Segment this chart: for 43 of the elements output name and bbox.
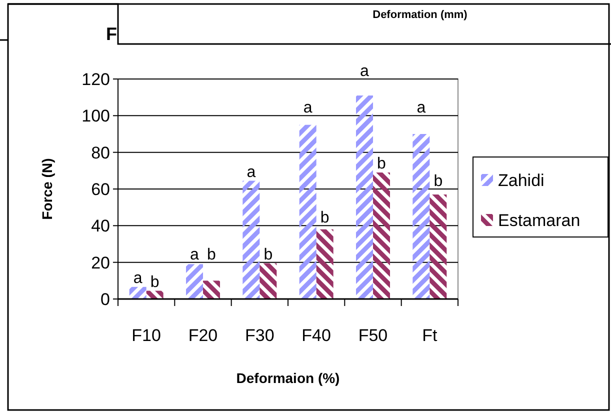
x-axis-title: Deformaion (%) xyxy=(236,370,340,386)
bar xyxy=(129,286,146,299)
data-label: a xyxy=(190,246,200,264)
data-label: b xyxy=(207,246,216,264)
x-tick-label: F40 xyxy=(302,326,331,345)
bar xyxy=(373,172,390,299)
x-tick-label: F30 xyxy=(245,326,274,345)
bar xyxy=(299,124,316,299)
legend-label: Zahidi xyxy=(498,171,544,190)
x-tick-label: F20 xyxy=(188,326,218,345)
y-tick-label: 60 xyxy=(91,180,110,199)
bar xyxy=(203,280,220,299)
y-tick-label: 40 xyxy=(91,216,110,236)
data-label: a xyxy=(360,63,370,80)
bar xyxy=(260,263,277,299)
bar xyxy=(242,180,260,299)
y-tick-label: 100 xyxy=(82,106,110,126)
bar xyxy=(356,96,373,299)
x-tick-label: F10 xyxy=(132,326,161,345)
data-label: a xyxy=(246,164,256,181)
data-label: b xyxy=(320,210,330,227)
data-label: b xyxy=(377,156,386,172)
y-tick-label: 20 xyxy=(91,253,110,272)
data-label: a xyxy=(303,100,312,117)
y-tick-label: 0 xyxy=(100,290,110,309)
data-label: b xyxy=(264,246,273,264)
data-label: a xyxy=(133,270,142,287)
text: F xyxy=(106,24,117,44)
bar xyxy=(430,194,447,299)
x-tick-label: F50 xyxy=(358,326,388,345)
legend-label: Estamaran xyxy=(498,211,580,230)
data-label: b xyxy=(434,173,443,190)
bar xyxy=(146,290,164,299)
data-label: a xyxy=(416,100,426,117)
text: Deformation (mm) xyxy=(372,9,468,21)
y-tick-label: 120 xyxy=(82,70,110,89)
bar xyxy=(412,134,430,299)
x-tick-label: Ft xyxy=(422,326,438,345)
bar xyxy=(316,229,334,299)
data-label: b xyxy=(150,274,160,291)
y-tick-label: 80 xyxy=(91,143,110,162)
bar xyxy=(186,264,203,299)
y-axis-title: Force (N) xyxy=(39,158,55,220)
